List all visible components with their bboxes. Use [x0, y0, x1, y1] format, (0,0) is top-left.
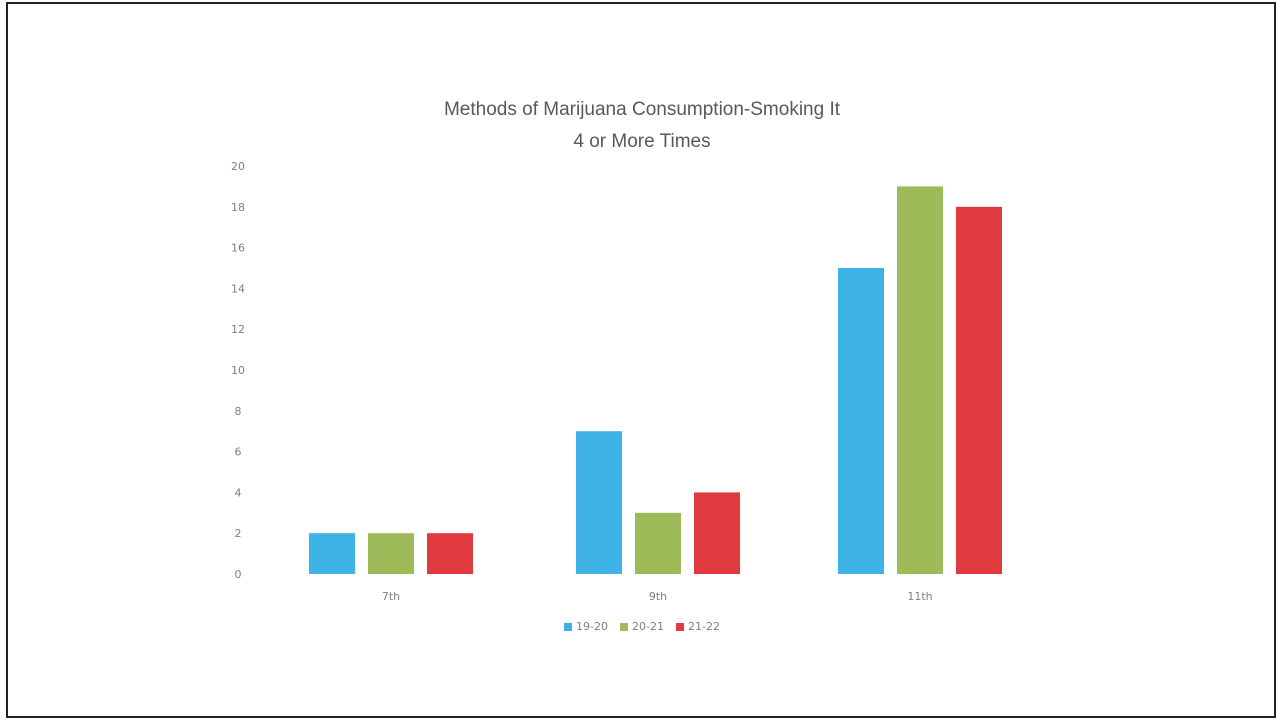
- bar-19-20-11th: [838, 268, 884, 574]
- legend-swatch: [564, 622, 573, 631]
- legend-item: 21-22: [675, 620, 720, 633]
- chart-frame: [6, 2, 1276, 718]
- y-tick-label: 10: [231, 364, 245, 377]
- y-tick-label: 2: [235, 527, 242, 540]
- bar-20-21-11th: [897, 186, 943, 574]
- y-tick-label: 4: [235, 486, 242, 499]
- chart-title: Methods of Marijuana Consumption-Smoking…: [0, 94, 1284, 158]
- y-tick-label: 20: [231, 160, 245, 173]
- legend-swatch: [620, 622, 629, 631]
- bar-21-22-11th: [956, 206, 1002, 575]
- chart-legend: 19-20 20-21 21-22: [0, 620, 1284, 634]
- bar-19-20-7th: [309, 533, 355, 574]
- x-tick-label: 9th: [649, 590, 667, 603]
- legend-item: 19-20: [564, 620, 608, 633]
- bar-20-21-7th: [368, 533, 414, 574]
- bar-21-22-9th: [694, 492, 740, 574]
- y-tick-label: 12: [231, 323, 245, 336]
- legend-swatch: [675, 622, 684, 631]
- legend-item: 20-21: [620, 620, 664, 633]
- chart-title-line-1: Methods of Marijuana Consumption-Smoking…: [443, 99, 841, 120]
- y-tick-label: 18: [231, 201, 245, 214]
- legend-label: 19-20: [576, 620, 609, 633]
- y-tick-label: 16: [231, 242, 245, 255]
- x-tick-label: 11th: [907, 590, 932, 603]
- y-tick-label: 8: [235, 405, 242, 418]
- legend-label: 20-21: [632, 620, 664, 633]
- y-tick-label: 6: [235, 446, 242, 459]
- chart-title-line-2: 4 or More Times: [573, 131, 711, 152]
- x-tick-label: 7th: [382, 590, 400, 603]
- bar-21-22-7th: [427, 533, 473, 574]
- legend-label: 21-22: [687, 620, 720, 633]
- y-tick-label: 0: [235, 568, 242, 581]
- bar-19-20-9th: [576, 431, 622, 574]
- y-tick-label: 14: [231, 282, 245, 295]
- bar-20-21-9th: [635, 512, 681, 574]
